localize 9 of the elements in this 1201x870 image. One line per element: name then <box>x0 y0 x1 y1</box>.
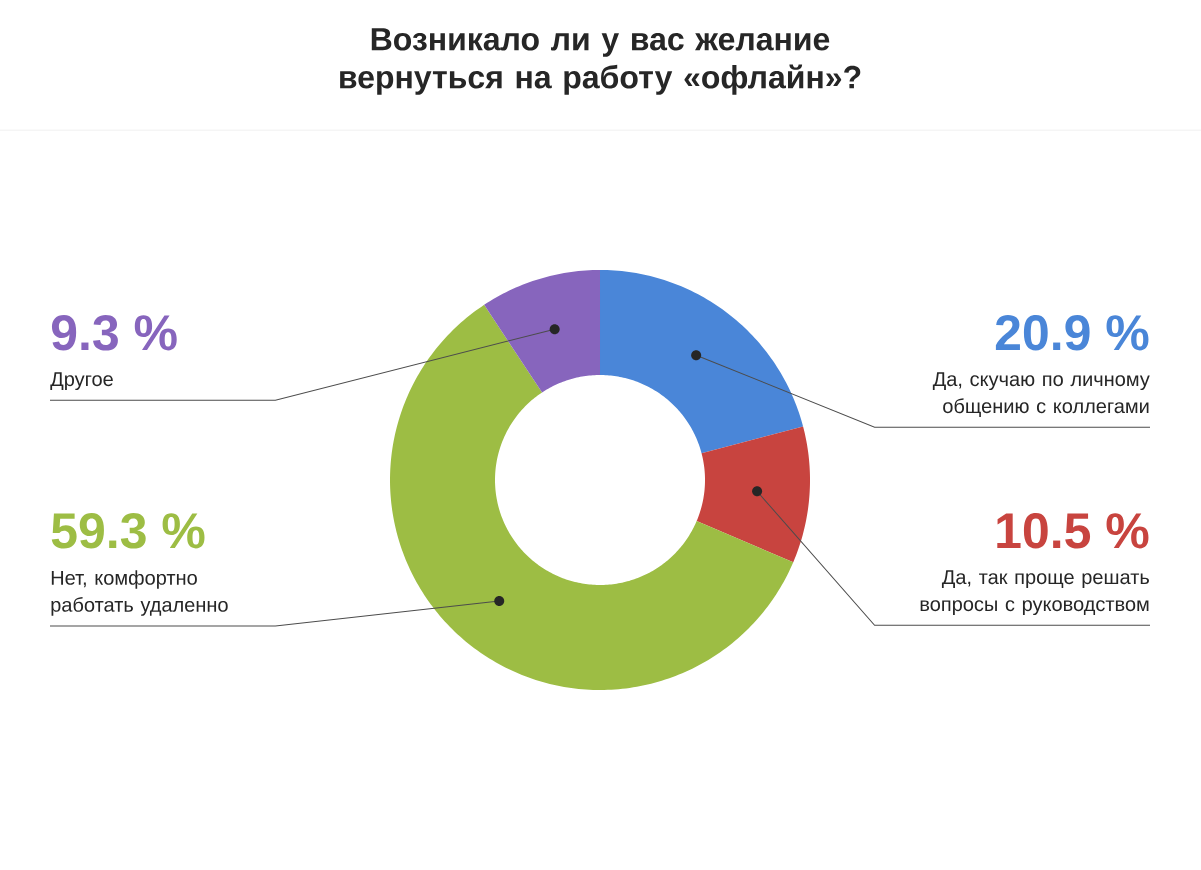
chart-title: Возникало ли у вас желание вернуться на работу «офлайн»? <box>340 28 861 95</box>
slice-label: Да, скучаю по личному общению с коллегами <box>932 372 1150 417</box>
slice-label: Нет, комфортно работать удаленно <box>51 570 228 616</box>
data-label: 10.5 % <box>997 513 1149 549</box>
data-label: 59.3 % <box>51 513 205 549</box>
data-label: 20.9 % <box>995 315 1149 351</box>
data-label: 9.3 % <box>51 315 177 351</box>
slice-label: Другое <box>50 372 113 391</box>
slice-label: Да, так проще решать вопросы с руководством <box>920 570 1149 616</box>
